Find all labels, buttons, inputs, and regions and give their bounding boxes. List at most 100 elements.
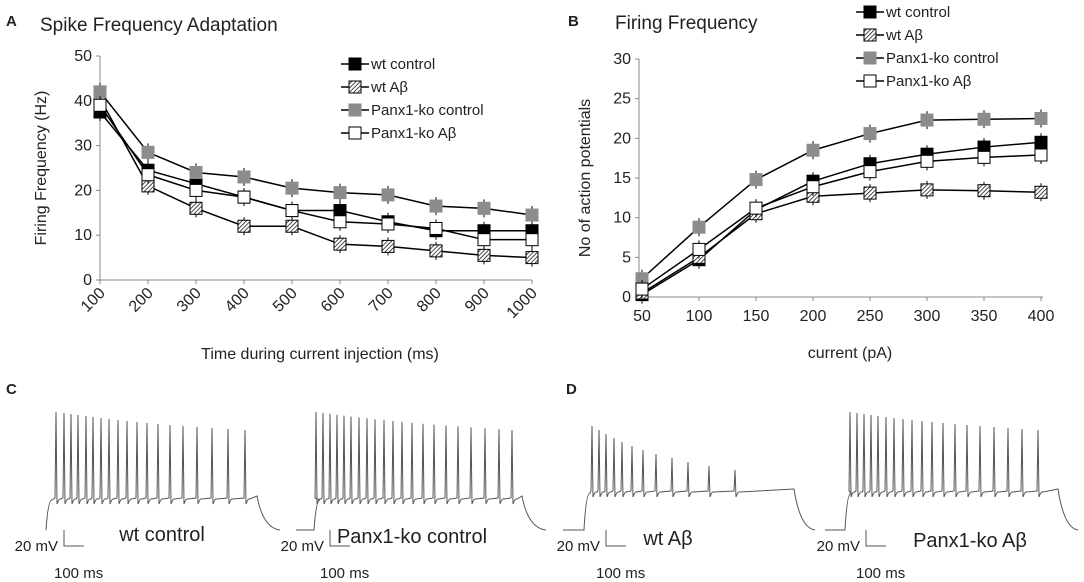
chart-b-series-line [641,117,1042,280]
scale-ms-label: 100 ms [596,565,645,582]
chart-a-xtick-label: 1000 [504,285,541,322]
chart-a-data-point [477,248,491,262]
chart-b-legend-label: wt Aβ [885,27,923,44]
scale-mv-label: 20 mV [281,538,324,555]
chart-a-series-line [99,98,533,259]
chart-a-series-panx1-ko-control [93,82,539,225]
chart-b-legend-marker [863,28,877,42]
chart-b-xlabel: current (pA) [808,345,892,362]
chart-b-legend-label: wt control [885,4,950,21]
chart-a-legend-label: wt control [370,56,435,73]
chart-b-ytick-label: 5 [622,249,631,266]
chart-b-xtick-label: 400 [1028,308,1055,325]
chart-b-legend-label: Panx1-ko control [886,50,999,67]
chart-a-ytick-label: 40 [74,93,92,110]
chart-b-data-point [1034,185,1048,199]
chart-b-series-line [641,141,1042,296]
chart-b-data-point [806,143,820,157]
chart-a-data-point [333,186,347,200]
chart-a-xlabel: Time during current injection (ms) [201,346,439,363]
chart-b-xtick-label: 250 [857,308,884,325]
chart-b-data-point [920,183,934,197]
chart-b-ytick-label: 25 [613,91,631,108]
chart-a-legend-marker [348,57,362,71]
scale-bar [865,530,886,547]
chart-a-data-point [189,165,203,179]
scale-mv-label: 20 mV [557,538,600,555]
chart-a-data-point [93,98,107,112]
chart-a-ylabel: Firing Frequency (Hz) [33,91,50,246]
chart-b-legend-marker [863,74,877,88]
chart-b-ytick-label: 30 [613,51,631,68]
chart-a-legend-marker [348,126,362,140]
chart-b-xtick-label: 350 [971,308,998,325]
chart-a-ytick-label: 20 [74,182,92,199]
chart-b-data-point [692,242,706,256]
scale-bar [63,530,84,547]
chart-b-data-point [920,113,934,127]
chart-a-legend-label: Panx1-ko Aβ [371,125,457,142]
chart-a-data-point [429,221,443,235]
chart-b-ytick-label: 0 [622,289,631,306]
trace-label: wt Aβ [642,528,692,550]
chart-a-data-point [429,199,443,213]
chart-b: Firing Frequency No of action potentials… [577,4,1054,362]
panel-label-c: C [6,381,17,398]
chart-b-series-line [641,154,1042,290]
chart-a-data-point [141,145,155,159]
voltage-traces: wt control 20 mV 100 ms Panx1-ko control 20 … [15,411,1079,582]
chart-a-data-point [429,244,443,258]
trace-label: Panx1-ko Aβ [913,530,1027,552]
chart-b-data-point [1034,148,1048,162]
chart-a-data-point [237,190,251,204]
chart-a-xtick-label: 800 [414,285,445,316]
chart-a-xtick-label: 600 [318,285,349,316]
chart-b-data-point [749,173,763,187]
chart-a-ytick-label: 10 [74,227,92,244]
chart-a-ytick-label: 30 [74,138,92,155]
trace-panx1-ko-control: Panx1-ko control 20 mV 100 ms [281,411,547,582]
chart-a-data-point [525,208,539,222]
chart-a-legend-label: Panx1-ko control [371,102,484,119]
chart-a-title: Spike Frequency Adaptation [40,15,278,36]
trace-panx1-ko-a: Panx1-ko Aβ 20 mV 100 ms [817,411,1079,582]
chart-a-ytick-label: 50 [74,48,92,65]
chart-a-data-point [237,219,251,233]
chart-b-series-panx1-ko-control [635,109,1048,288]
chart-a-xtick-label: 400 [222,285,253,316]
chart-a-data-point [333,237,347,251]
trace-label: wt control [118,524,205,546]
chart-b-data-point [863,127,877,141]
chart-a-xtick-label: 100 [78,285,109,316]
chart-a-data-point [477,201,491,215]
trace-label: Panx1-ko control [337,526,487,548]
chart-b-ytick-label: 15 [613,170,631,187]
chart-a-data-point [285,219,299,233]
chart-b-ytick-label: 10 [613,210,631,227]
chart-a-data-point [525,251,539,265]
panel-label-d: D [566,381,577,398]
scale-mv-label: 20 mV [15,538,58,555]
scale-ms-label: 100 ms [54,565,103,582]
chart-a-xtick-label: 200 [126,285,157,316]
chart-b-legend-marker [863,5,877,19]
chart-b-legend-label: Panx1-ko Aβ [886,73,972,90]
panel-label-b: B [568,13,579,30]
trace-wt-a: wt Aβ 20 mV 100 ms [557,425,816,582]
chart-b-data-point [863,165,877,179]
chart-b-xtick-label: 50 [633,308,651,325]
chart-a-ytick-label: 0 [83,272,92,289]
chart-a-data-point [237,170,251,184]
chart-b-data-point [692,220,706,234]
chart-b-legend-marker [863,51,877,65]
chart-a-data-point [381,239,395,253]
chart-b-ylabel: No of action potentials [577,99,594,257]
chart-b-data-point [635,282,649,296]
chart-b-data-point [806,180,820,194]
chart-a-series-line [99,111,532,232]
chart-b-xtick-label: 300 [914,308,941,325]
chart-b-data-point [977,150,991,164]
chart-a-data-point [477,233,491,247]
chart-b-xtick-label: 150 [743,308,770,325]
chart-b-data-point [920,154,934,168]
